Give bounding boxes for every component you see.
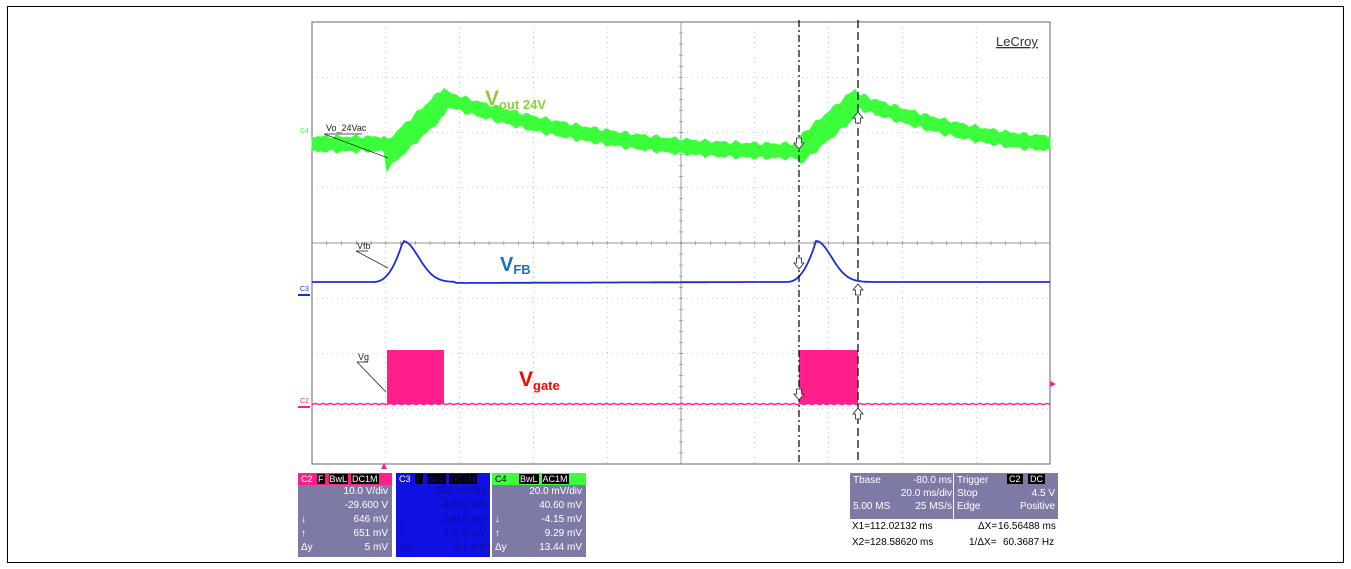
vout-channel-label: Vo_24Vac: [326, 123, 367, 133]
trigger-label: Trigger: [957, 475, 989, 486]
c2-row-key: ↑: [301, 528, 306, 539]
c4-header-tag: AC1M: [541, 474, 569, 484]
timebase-trigger-panel[interactable]: Tbase -80.0 ms 20.0 ms/div 5.00 MS 25 MS…: [850, 473, 1058, 519]
lecroy-logo: LeCroy: [996, 34, 1038, 49]
trigger-level: 4.5 V: [1031, 488, 1055, 499]
c4-row-value: 20.0 mV/div: [529, 486, 582, 497]
x1-label: X1=: [852, 521, 871, 532]
c4-row-value: 13.44 mV: [539, 542, 582, 553]
trigger-source: C2: [1007, 474, 1023, 484]
trigger-mode: Stop: [957, 488, 978, 499]
c2-row-key: Δy: [301, 542, 313, 553]
trigger-coupling: DC: [1028, 474, 1045, 484]
c2-row-value: 10.0 V/div: [343, 486, 388, 497]
c3-row-key: ↓: [399, 514, 404, 525]
c4-row-value: 9.29 mV: [544, 528, 582, 539]
c4-row-key: ↓: [495, 514, 500, 525]
trigger-type: Edge: [957, 501, 981, 512]
c3-header-tag: C3: [399, 474, 411, 484]
dx-label: ΔX=: [978, 521, 998, 532]
c3-row-value: 280.0 mV: [443, 514, 486, 525]
trigger-slope: Positive: [1019, 501, 1055, 512]
c4-marker: C4: [300, 128, 309, 135]
c3-row-key: Δy: [399, 542, 411, 553]
cursor-arrow: [793, 388, 805, 401]
inv-dx-label: 1/ΔX=: [969, 537, 997, 548]
timebase-samples: 5.00 MS: [853, 501, 891, 512]
timebase-label: Tbase: [853, 475, 881, 486]
c3-row-value: 500 mV/div: [435, 486, 486, 497]
c4-panel[interactable]: C4 BwL AC1M 20.0 mV/div 40.60 mV ↓ -4.15 mV ↑ 9.…: [492, 473, 586, 557]
c4-panel-header: C4 BwL AC1M: [492, 473, 586, 485]
c2-row-value: 651 mV: [353, 528, 388, 539]
c3-panel[interactable]: C3 F BwL DC1M 500 mV/div -420.0 mV ↓ 280.0 mV ↑ 2…: [396, 473, 490, 557]
vout-leader: [323, 133, 389, 159]
c3-header-tag: DC1M: [449, 474, 477, 484]
x1-value: 112.02132 ms: [870, 521, 933, 532]
c4-row-value: 40.60 mV: [539, 500, 582, 511]
c2-header-tag: C2: [301, 474, 313, 484]
c2-panel[interactable]: C2 F BwL DC1M 10.0 V/div -29.600 V ↓ 646 mV ↑ 651…: [298, 473, 392, 557]
trigger-level-marker: [1050, 381, 1056, 387]
dx-value: 16.56488 ms: [998, 521, 1056, 532]
cursor-readout: X1= 112.02132 ms ΔX= 16.56488 ms X2= 128…: [852, 521, 1062, 555]
cursor-arrow: [793, 137, 805, 150]
vout-annotation: Vout 24V: [485, 87, 546, 112]
vgate-channel-label: Vg: [358, 352, 369, 362]
vgate-pulse-2: [799, 350, 858, 404]
c2-row-value: 5 mV: [364, 542, 388, 553]
c4-row-key: Δy: [495, 542, 507, 553]
scope-grid: [311, 21, 1051, 465]
cursor-arrow: [852, 407, 864, 420]
cursor-markers: [793, 111, 864, 420]
c2-header-tag: DC1M: [351, 474, 379, 484]
vgate-annotation: Vgate: [519, 368, 560, 393]
c2-row-value: 646 mV: [353, 514, 388, 525]
c4-header-tag: BwL: [519, 474, 539, 484]
c3-row-key: ↑: [399, 528, 404, 539]
c3-header-tag: BwL: [426, 474, 447, 484]
cursor-arrow: [852, 111, 864, 124]
c3-marker: C3: [300, 286, 309, 293]
vgate-leader: [356, 361, 387, 393]
figure-frame: [7, 6, 1344, 563]
vfb-annotation: VFB: [500, 254, 531, 277]
timebase-per-div: 20.0 ms/div: [900, 488, 952, 499]
x2-value: 128.58620 ms: [870, 537, 934, 548]
vfb-trace: [312, 239, 1050, 284]
cursor-arrow: [852, 283, 864, 296]
vout-trace: [311, 88, 1051, 173]
c2-header-tag: BwL: [328, 474, 349, 484]
timebase-rate: 25 MS/s: [915, 501, 952, 512]
c2-row-key: ↓: [301, 514, 306, 525]
vfb-leader: [355, 250, 389, 269]
inv-dx-value: 60.3687 Hz: [1003, 537, 1055, 548]
c2-row-value: -29.600 V: [344, 500, 388, 511]
c4-header-tag: C4: [495, 474, 507, 484]
trigger-time-marker: [381, 463, 387, 469]
timebase-delay: -80.0 ms: [913, 475, 952, 486]
vfb-channel-label: Vfb: [357, 241, 371, 251]
c4-row-key: ↑: [495, 528, 500, 539]
c4-row-value: -4.15 mV: [541, 514, 582, 525]
x2-label: X2=: [852, 537, 871, 548]
c3-row-value: -420.0 mV: [439, 500, 486, 511]
c3-row-value: 3.1 mV: [454, 542, 486, 553]
c3-panel-header: C3 F BwL DC1M: [396, 473, 490, 485]
c2-panel-header: C2 F BwL DC1M: [298, 473, 392, 485]
vgate-pulse-1: [387, 350, 444, 404]
cursor-arrow: [793, 257, 805, 270]
c3-row-value: 276.9 mV: [443, 528, 486, 539]
c3-header-tag: F: [415, 474, 423, 484]
c2-header-tag: F: [317, 474, 325, 484]
c2-marker: C2: [300, 398, 309, 405]
